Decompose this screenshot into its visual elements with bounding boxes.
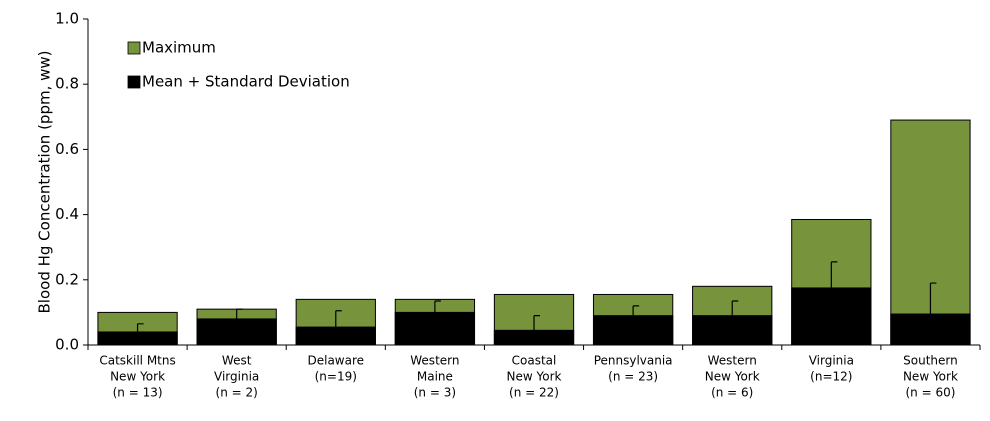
x-tick-label: (n = 23): [608, 370, 658, 384]
error-bar: [335, 310, 342, 328]
bar: [295, 326, 376, 346]
x-tick-label: (n = 2): [216, 386, 258, 400]
error-bar: [929, 282, 937, 315]
y-tick-label: 0.4: [55, 205, 79, 223]
legend-swatch: [127, 41, 141, 55]
x-tick-label: (n = 22): [509, 386, 559, 400]
x-tick-label: Western: [410, 354, 459, 368]
x-tick-label: Maine: [417, 370, 453, 384]
x-tick-label: (n=12): [810, 370, 852, 384]
y-axis-label: Blood Hg Concentration (ppm, ww): [36, 51, 54, 314]
x-tick-label: Western: [708, 354, 757, 368]
error-bar: [136, 323, 144, 332]
y-tick-label: 0.6: [55, 140, 79, 158]
x-tick-label: West: [222, 354, 252, 368]
x-tick-label: New York: [507, 370, 562, 384]
x-tick-label: (n=19): [315, 370, 357, 384]
x-tick-label: Southern: [903, 354, 958, 368]
legend-label: Mean + Standard Deviation: [142, 73, 350, 91]
error-bar: [434, 300, 441, 313]
x-tick-label: (n = 3): [414, 386, 456, 400]
bar: [592, 315, 674, 346]
bar: [791, 287, 872, 346]
legend-label: Maximum: [142, 39, 216, 57]
x-tick-label: Virginia: [809, 354, 854, 368]
x-tick-label: Delaware: [308, 354, 365, 368]
y-tick-label: 1.0: [55, 10, 79, 28]
x-tick-label: Pennsylvania: [594, 354, 673, 368]
x-tick-label: (n = 13): [113, 386, 163, 400]
x-tick-label: New York: [903, 370, 958, 384]
x-tick-label: New York: [110, 370, 165, 384]
error-bar: [236, 308, 243, 319]
x-tick-label: (n = 60): [905, 386, 955, 400]
x-tick-label: Virginia: [214, 370, 259, 384]
bar: [196, 318, 277, 346]
x-tick-label: Catskill Mtns: [99, 354, 175, 368]
bar: [890, 313, 971, 346]
y-tick-label: 0.2: [55, 270, 79, 288]
bar: [692, 315, 773, 346]
error-bar: [632, 305, 640, 316]
error-bar: [731, 300, 739, 316]
y-tick-label: 0.8: [55, 75, 79, 93]
error-bar: [830, 261, 838, 288]
bar: [493, 329, 575, 346]
bar: [97, 331, 178, 346]
x-tick-label: (n = 6): [711, 386, 753, 400]
error-bar: [533, 315, 540, 331]
y-tick-label: 0.0: [55, 336, 79, 354]
x-tick-label: Coastal: [512, 354, 557, 368]
bar: [394, 311, 476, 346]
x-tick-label: New York: [705, 370, 760, 384]
legend-swatch: [127, 75, 141, 89]
